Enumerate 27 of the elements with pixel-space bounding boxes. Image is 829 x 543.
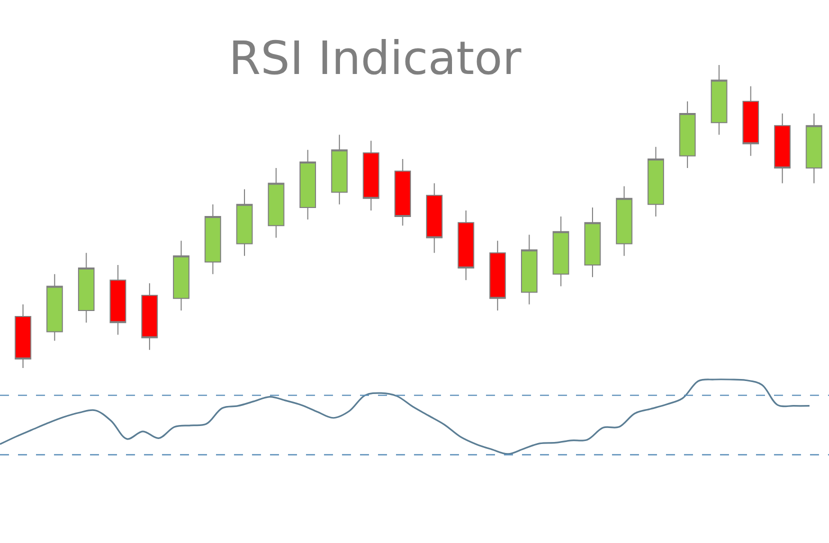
candlestick bbox=[584, 206, 601, 278]
candlestick bbox=[14, 304, 32, 369]
candlestick bbox=[141, 282, 158, 350]
candlestick bbox=[648, 146, 664, 218]
chart-title: RSI Indicator bbox=[228, 31, 522, 86]
candlestick bbox=[300, 149, 316, 220]
candlestick bbox=[552, 216, 570, 287]
candlestick bbox=[268, 168, 284, 238]
candlestick bbox=[204, 204, 222, 275]
candlestick bbox=[806, 112, 822, 184]
candlestick bbox=[742, 86, 759, 156]
candlestick bbox=[679, 100, 696, 169]
candlestick bbox=[520, 234, 538, 305]
candlestick bbox=[110, 264, 126, 336]
candlestick bbox=[426, 182, 443, 254]
candlestick bbox=[172, 240, 190, 311]
candlestick bbox=[46, 274, 63, 342]
candlestick bbox=[362, 140, 380, 211]
candlestick bbox=[616, 186, 632, 256]
candlestick bbox=[710, 64, 728, 136]
candlestick bbox=[78, 252, 95, 324]
candlestick bbox=[331, 134, 348, 205]
candlestick bbox=[394, 158, 411, 226]
candlestick bbox=[774, 112, 791, 184]
candlestick bbox=[458, 210, 474, 281]
candlestick bbox=[489, 240, 506, 311]
candlestick bbox=[236, 188, 253, 256]
